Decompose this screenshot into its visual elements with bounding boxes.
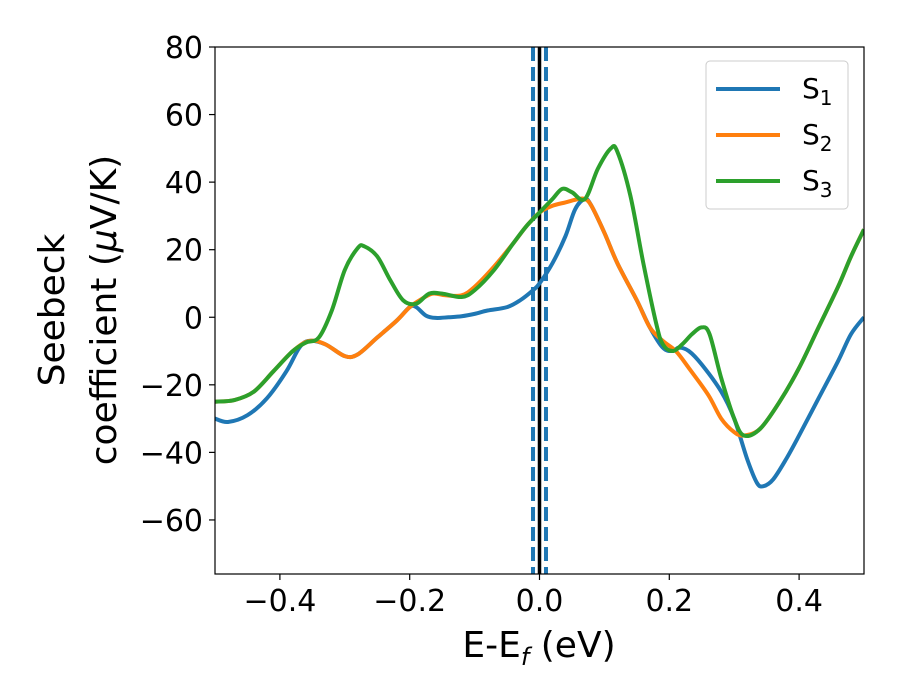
x-tick-label: −0.4	[243, 584, 316, 619]
y-tick-label: −40	[140, 436, 203, 471]
y-axis-label: Seebeck coefficient (μV/K)	[32, 155, 125, 465]
legend-label-s2: S2	[802, 118, 833, 156]
legend-label-s1: S1	[802, 72, 833, 110]
y-tick-label: 20	[165, 234, 203, 269]
fermi-level-markers	[531, 47, 548, 574]
y-axis-ticks: 80 60 40 20 0 −20 −40 −60	[140, 31, 215, 539]
x-tick-label: 0.2	[645, 584, 693, 619]
series-line-s3	[215, 144, 864, 438]
x-tick-label: 0.0	[516, 584, 564, 619]
x-axis-label: E-Ef (eV)	[462, 625, 615, 671]
y-tick-label: 80	[165, 31, 203, 66]
y-axis-label-line1: Seebeck	[32, 233, 73, 386]
y-tick-label: 0	[184, 301, 203, 336]
y-tick-label: −20	[140, 369, 203, 404]
legend-label-s3: S3	[802, 164, 833, 202]
x-tick-label: 0.4	[775, 584, 823, 619]
y-tick-label: 60	[165, 99, 203, 134]
y-tick-label: −60	[140, 504, 203, 539]
legend: S1 S2 S3	[705, 60, 849, 210]
x-axis-ticks: −0.4 −0.2 0.0 0.2 0.4	[243, 574, 823, 619]
series-lines	[215, 144, 864, 489]
x-tick-label: −0.2	[373, 584, 446, 619]
y-tick-label: 40	[165, 166, 203, 201]
y-axis-label-line2: coefficient (μV/K)	[84, 155, 125, 465]
